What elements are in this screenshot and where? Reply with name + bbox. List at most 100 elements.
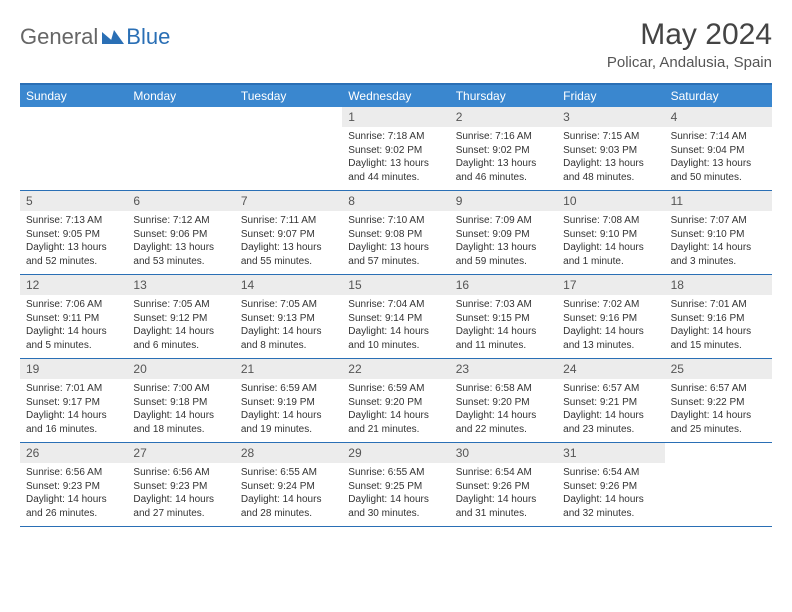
calendar-cell: 21Sunrise: 6:59 AMSunset: 9:19 PMDayligh… (235, 359, 342, 442)
sunrise-text: Sunrise: 7:11 AM (241, 214, 336, 228)
sunset-text: Sunset: 9:26 PM (563, 480, 658, 494)
daylight-text: Daylight: 14 hours and 15 minutes. (671, 325, 766, 352)
daylight-text: Daylight: 14 hours and 26 minutes. (26, 493, 121, 520)
sunset-text: Sunset: 9:22 PM (671, 396, 766, 410)
day-body: Sunrise: 7:07 AMSunset: 9:10 PMDaylight:… (665, 211, 772, 274)
logo-text-blue: Blue (126, 24, 170, 50)
day-header-cell: Thursday (450, 85, 557, 107)
sunrise-text: Sunrise: 6:59 AM (348, 382, 443, 396)
daylight-text: Daylight: 14 hours and 10 minutes. (348, 325, 443, 352)
daylight-text: Daylight: 14 hours and 11 minutes. (456, 325, 551, 352)
day-body: Sunrise: 6:58 AMSunset: 9:20 PMDaylight:… (450, 379, 557, 442)
calendar-cell: 8Sunrise: 7:10 AMSunset: 9:08 PMDaylight… (342, 191, 449, 274)
calendar-cell: 3Sunrise: 7:15 AMSunset: 9:03 PMDaylight… (557, 107, 664, 190)
daylight-text: Daylight: 13 hours and 57 minutes. (348, 241, 443, 268)
sunset-text: Sunset: 9:26 PM (456, 480, 551, 494)
daylight-text: Daylight: 13 hours and 59 minutes. (456, 241, 551, 268)
calendar-cell: 23Sunrise: 6:58 AMSunset: 9:20 PMDayligh… (450, 359, 557, 442)
sunrise-text: Sunrise: 7:05 AM (133, 298, 228, 312)
day-number: 28 (235, 443, 342, 463)
day-number: 19 (20, 359, 127, 379)
sunrise-text: Sunrise: 6:56 AM (133, 466, 228, 480)
day-body: Sunrise: 6:56 AMSunset: 9:23 PMDaylight:… (127, 463, 234, 526)
sunrise-text: Sunrise: 7:13 AM (26, 214, 121, 228)
calendar-cell (235, 107, 342, 190)
calendar-cell: 22Sunrise: 6:59 AMSunset: 9:20 PMDayligh… (342, 359, 449, 442)
daylight-text: Daylight: 13 hours and 50 minutes. (671, 157, 766, 184)
sunset-text: Sunset: 9:21 PM (563, 396, 658, 410)
sunrise-text: Sunrise: 7:01 AM (671, 298, 766, 312)
daylight-text: Daylight: 14 hours and 1 minute. (563, 241, 658, 268)
calendar-cell: 9Sunrise: 7:09 AMSunset: 9:09 PMDaylight… (450, 191, 557, 274)
location-text: Policar, Andalusia, Spain (607, 54, 772, 71)
day-number: 11 (665, 191, 772, 211)
day-number: 21 (235, 359, 342, 379)
day-body: Sunrise: 7:05 AMSunset: 9:13 PMDaylight:… (235, 295, 342, 358)
day-number: 26 (20, 443, 127, 463)
page: General Blue May 2024 Policar, Andalusia… (0, 0, 792, 527)
title-block: May 2024 Policar, Andalusia, Spain (607, 18, 772, 71)
page-title: May 2024 (607, 18, 772, 52)
day-number: 8 (342, 191, 449, 211)
day-number: 15 (342, 275, 449, 295)
daylight-text: Daylight: 14 hours and 21 minutes. (348, 409, 443, 436)
calendar-cell: 31Sunrise: 6:54 AMSunset: 9:26 PMDayligh… (557, 443, 664, 526)
sunset-text: Sunset: 9:02 PM (456, 144, 551, 158)
daylight-text: Daylight: 14 hours and 8 minutes. (241, 325, 336, 352)
day-header-row: Sunday Monday Tuesday Wednesday Thursday… (20, 85, 772, 107)
day-body: Sunrise: 6:54 AMSunset: 9:26 PMDaylight:… (450, 463, 557, 526)
day-number: 5 (20, 191, 127, 211)
daylight-text: Daylight: 14 hours and 18 minutes. (133, 409, 228, 436)
sunrise-text: Sunrise: 6:57 AM (563, 382, 658, 396)
day-number: 1 (342, 107, 449, 127)
sunrise-text: Sunrise: 7:15 AM (563, 130, 658, 144)
day-body: Sunrise: 7:00 AMSunset: 9:18 PMDaylight:… (127, 379, 234, 442)
day-number: 20 (127, 359, 234, 379)
day-number: 27 (127, 443, 234, 463)
sunrise-text: Sunrise: 7:08 AM (563, 214, 658, 228)
day-body: Sunrise: 6:56 AMSunset: 9:23 PMDaylight:… (20, 463, 127, 526)
daylight-text: Daylight: 13 hours and 55 minutes. (241, 241, 336, 268)
calendar-cell (665, 443, 772, 526)
sunset-text: Sunset: 9:05 PM (26, 228, 121, 242)
sunrise-text: Sunrise: 6:59 AM (241, 382, 336, 396)
day-body: Sunrise: 7:01 AMSunset: 9:16 PMDaylight:… (665, 295, 772, 358)
calendar-cell: 29Sunrise: 6:55 AMSunset: 9:25 PMDayligh… (342, 443, 449, 526)
sunset-text: Sunset: 9:06 PM (133, 228, 228, 242)
week-row: 26Sunrise: 6:56 AMSunset: 9:23 PMDayligh… (20, 443, 772, 527)
daylight-text: Daylight: 14 hours and 22 minutes. (456, 409, 551, 436)
sunrise-text: Sunrise: 6:56 AM (26, 466, 121, 480)
day-header-cell: Monday (127, 85, 234, 107)
daylight-text: Daylight: 14 hours and 23 minutes. (563, 409, 658, 436)
calendar-cell: 2Sunrise: 7:16 AMSunset: 9:02 PMDaylight… (450, 107, 557, 190)
sunrise-text: Sunrise: 6:58 AM (456, 382, 551, 396)
calendar-cell: 13Sunrise: 7:05 AMSunset: 9:12 PMDayligh… (127, 275, 234, 358)
sunset-text: Sunset: 9:07 PM (241, 228, 336, 242)
day-number: 9 (450, 191, 557, 211)
sunset-text: Sunset: 9:16 PM (563, 312, 658, 326)
day-number: 12 (20, 275, 127, 295)
calendar-cell (127, 107, 234, 190)
calendar-cell: 24Sunrise: 6:57 AMSunset: 9:21 PMDayligh… (557, 359, 664, 442)
day-body: Sunrise: 7:13 AMSunset: 9:05 PMDaylight:… (20, 211, 127, 274)
daylight-text: Daylight: 13 hours and 48 minutes. (563, 157, 658, 184)
sunrise-text: Sunrise: 7:04 AM (348, 298, 443, 312)
sunrise-text: Sunrise: 7:02 AM (563, 298, 658, 312)
day-body: Sunrise: 7:14 AMSunset: 9:04 PMDaylight:… (665, 127, 772, 190)
daylight-text: Daylight: 14 hours and 13 minutes. (563, 325, 658, 352)
sunrise-text: Sunrise: 7:00 AM (133, 382, 228, 396)
calendar-cell: 18Sunrise: 7:01 AMSunset: 9:16 PMDayligh… (665, 275, 772, 358)
day-body: Sunrise: 7:16 AMSunset: 9:02 PMDaylight:… (450, 127, 557, 190)
day-body: Sunrise: 7:01 AMSunset: 9:17 PMDaylight:… (20, 379, 127, 442)
sunrise-text: Sunrise: 7:14 AM (671, 130, 766, 144)
day-body: Sunrise: 6:55 AMSunset: 9:24 PMDaylight:… (235, 463, 342, 526)
day-header-cell: Saturday (665, 85, 772, 107)
day-body: Sunrise: 7:02 AMSunset: 9:16 PMDaylight:… (557, 295, 664, 358)
day-body: Sunrise: 7:08 AMSunset: 9:10 PMDaylight:… (557, 211, 664, 274)
header: General Blue May 2024 Policar, Andalusia… (20, 18, 772, 71)
sunset-text: Sunset: 9:12 PM (133, 312, 228, 326)
calendar-cell: 27Sunrise: 6:56 AMSunset: 9:23 PMDayligh… (127, 443, 234, 526)
daylight-text: Daylight: 13 hours and 46 minutes. (456, 157, 551, 184)
calendar-cell: 20Sunrise: 7:00 AMSunset: 9:18 PMDayligh… (127, 359, 234, 442)
sunrise-text: Sunrise: 7:10 AM (348, 214, 443, 228)
